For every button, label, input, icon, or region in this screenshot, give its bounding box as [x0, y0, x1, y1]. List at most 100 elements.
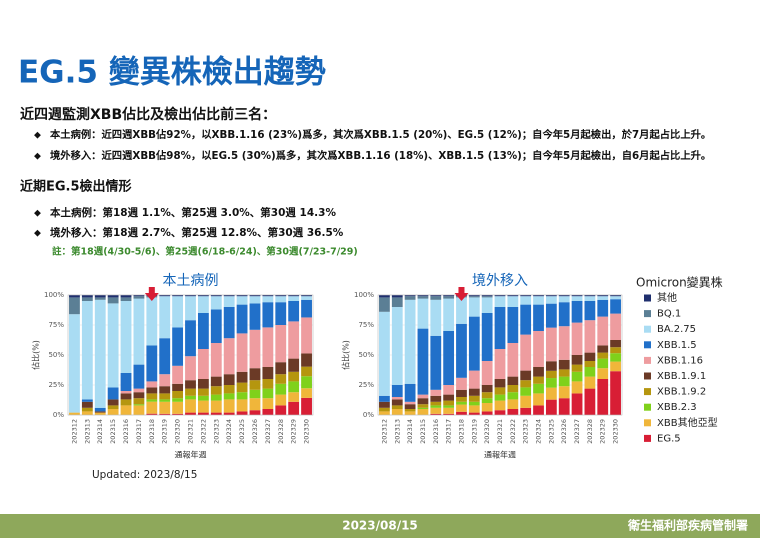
bar-segment: [520, 380, 532, 388]
bar-segment: [481, 398, 493, 403]
bar-segment: [94, 297, 106, 300]
x-tick-label: 202325: [238, 419, 246, 444]
section-heading: 近四週監測XBB佔比及檢出佔比前三名：: [20, 106, 276, 123]
bar-segment: [301, 353, 312, 367]
bar-segment: [430, 295, 442, 297]
bar-segment: [507, 385, 519, 393]
x-tick-label: 202327: [573, 419, 581, 444]
bar-segment: [249, 380, 261, 390]
bar-segment: [417, 298, 429, 329]
x-tick-label: 202329: [290, 419, 298, 444]
bar-segment: [275, 296, 287, 303]
x-tick-label: 202327: [264, 419, 272, 444]
bar-segment: [456, 377, 467, 390]
bar-segment: [584, 296, 596, 301]
bar-segment: [468, 295, 480, 297]
bar-segment: [456, 323, 467, 378]
bar-segment: [379, 311, 390, 396]
bullet: 本土病例：第18週 1.1%、第25週 3.0%、第30週 14.3%: [50, 206, 336, 219]
y-tick-label: 50%: [48, 351, 64, 359]
bar-segment: [571, 364, 583, 372]
red-arrow: [144, 287, 159, 301]
bar-segment: [223, 399, 235, 413]
bar-segment: [533, 296, 544, 305]
legend-swatch: [644, 294, 651, 302]
bar-segment: [301, 295, 312, 297]
bar-segment: [172, 383, 184, 391]
x-tick-label: 202317: [135, 419, 143, 444]
bar-segment: [379, 297, 390, 312]
bar-segment: [494, 379, 506, 388]
y-axis-label: 佔比(%): [341, 340, 351, 370]
bar-segment: [301, 388, 312, 398]
bar-segment: [558, 326, 570, 360]
bar-segment: [210, 376, 222, 387]
plot-frame: [67, 294, 314, 416]
bar-segment: [584, 388, 596, 415]
bar-segment: [249, 329, 261, 369]
bar-segment: [520, 296, 532, 305]
bar-segment: [81, 301, 93, 400]
x-tick-label: 202316: [432, 419, 440, 444]
bar-segment: [584, 301, 596, 321]
bullet-marker: ◆: [34, 209, 41, 219]
bar-segment: [210, 295, 222, 297]
bar-segment: [275, 383, 287, 395]
bar-segment: [443, 400, 455, 406]
bar-segment: [236, 399, 248, 412]
bar-segment: [507, 399, 519, 409]
bar-segment: [468, 370, 480, 389]
bar-segment: [507, 409, 519, 415]
bar-segment: [545, 295, 557, 297]
bar-segment: [197, 400, 209, 413]
bar-segment: [133, 295, 145, 297]
x-tick-label: 202317: [445, 419, 453, 444]
bar-segment: [494, 394, 506, 401]
y-tick-label: 25%: [358, 381, 374, 389]
bar-segment: [81, 297, 93, 301]
legend-title: Omicron變異株: [636, 275, 723, 290]
bar-segment: [301, 376, 312, 389]
bar-segment: [481, 297, 493, 313]
bar-segment: [417, 404, 429, 408]
bar-segment: [275, 362, 287, 375]
bar-segment: [236, 392, 248, 400]
bar-segment: [275, 394, 287, 406]
bar-segment: [481, 296, 493, 298]
bar-segment: [288, 321, 300, 359]
bar-segment: [197, 349, 209, 379]
bar-segment: [301, 299, 312, 318]
x-tick-label: 202318: [457, 419, 465, 444]
bar-segment: [301, 397, 312, 415]
x-tick-label: 202322: [199, 419, 207, 444]
bar-segment: [159, 401, 171, 414]
bar-segment: [185, 296, 196, 321]
bar-segment: [159, 413, 171, 415]
bar-segment: [468, 316, 480, 371]
bar-segment: [94, 295, 106, 298]
bar-segment: [197, 296, 209, 313]
bar-segment: [494, 349, 506, 379]
y-tick-label: 100%: [354, 291, 374, 299]
x-axis-label: 通報年週: [175, 450, 207, 460]
bar-segment: [249, 368, 261, 381]
legend-label: XBB.1.9.1: [657, 371, 706, 382]
bar-segment: [404, 409, 416, 412]
bar-segment: [262, 295, 274, 297]
bar-segment: [107, 405, 119, 409]
legend-label: XBB.1.16: [657, 355, 703, 366]
bar-segment: [107, 399, 119, 406]
bar-segment: [133, 364, 145, 389]
bar-segment: [159, 296, 171, 339]
x-tick-label: 202314: [96, 419, 104, 444]
bar-segment: [210, 394, 222, 401]
bar-segment: [443, 331, 455, 385]
bar-segment: [545, 303, 557, 328]
bar-segment: [481, 392, 493, 399]
bar-segment: [288, 381, 300, 393]
x-axis-label: 通報年週: [484, 450, 516, 460]
bar-segment: [456, 297, 467, 324]
bar-segment: [94, 411, 106, 413]
bar-segment: [275, 302, 287, 325]
bar-segment: [262, 367, 274, 379]
